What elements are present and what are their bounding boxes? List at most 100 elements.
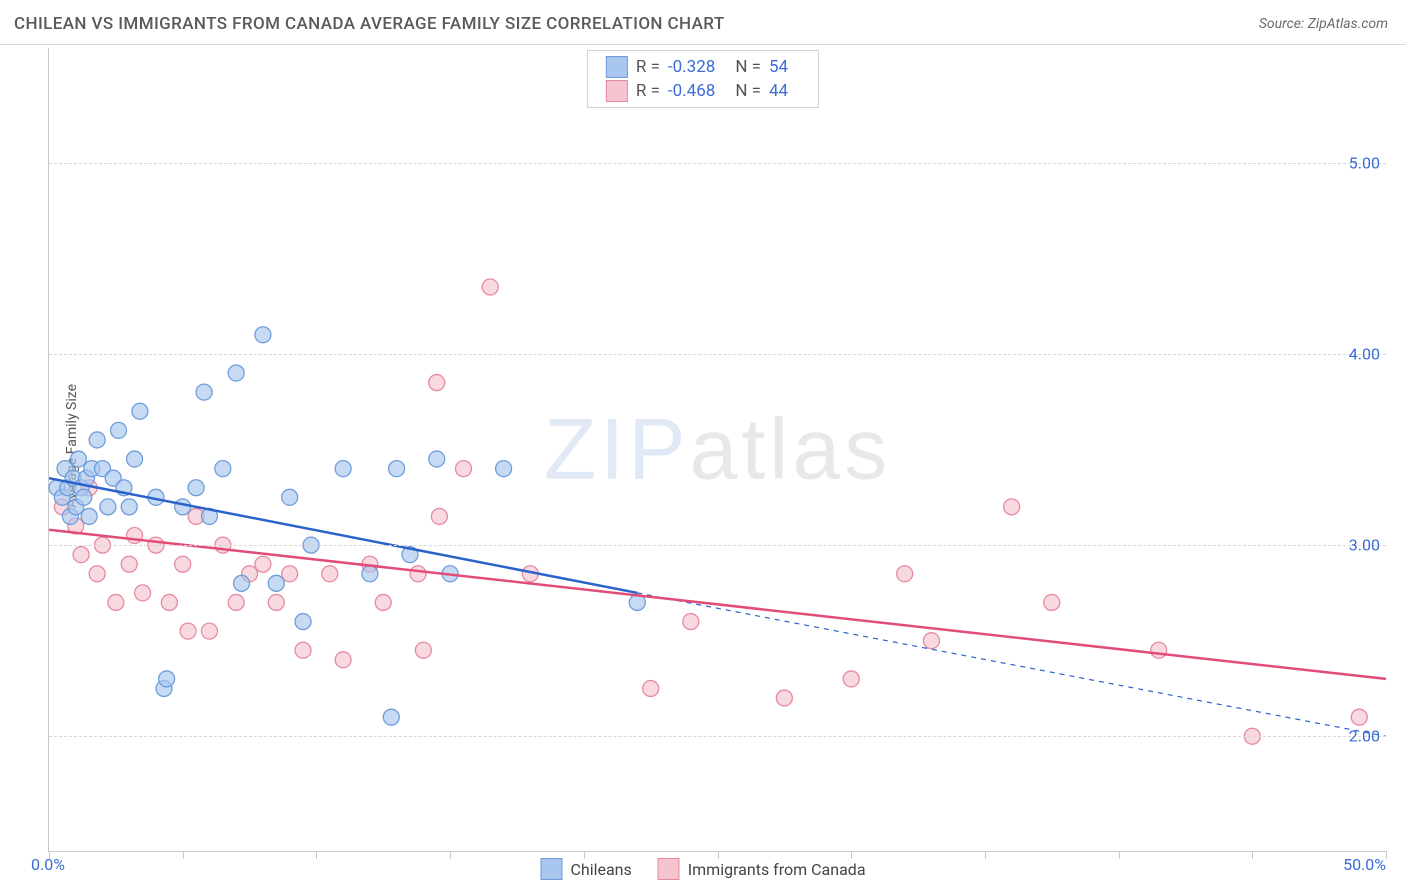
scatter-point <box>1151 642 1167 658</box>
scatter-point <box>175 556 191 572</box>
scatter-point <box>1044 594 1060 610</box>
scatter-point <box>76 489 92 505</box>
r-value-b: -0.468 <box>668 81 715 101</box>
r-label-a: R = <box>636 57 660 77</box>
xtick-label-right: 50.0% <box>1343 855 1386 874</box>
legend-correlation: R = -0.328 N = 54 R = -0.468 N = 44 <box>587 50 819 108</box>
scatter-point <box>482 279 498 295</box>
legend-series: Chileans Immigrants from Canada <box>540 858 865 880</box>
scatter-point <box>132 403 148 419</box>
scatter-point <box>923 633 939 649</box>
scatter-point <box>196 384 212 400</box>
scatter-point <box>282 566 298 582</box>
scatter-point <box>335 652 351 668</box>
swatch-a-bottom <box>540 858 562 880</box>
xtick <box>450 851 451 859</box>
scatter-point <box>135 585 151 601</box>
chart-svg <box>49 48 1386 851</box>
scatter-point <box>295 642 311 658</box>
gridline <box>49 163 1386 164</box>
scatter-point <box>429 451 445 467</box>
scatter-point <box>73 547 89 563</box>
scatter-point <box>415 642 431 658</box>
ytick-label: 3.00 <box>1349 536 1380 555</box>
trend-line-a-dash <box>637 593 1386 736</box>
scatter-point <box>121 499 137 515</box>
scatter-point <box>255 327 271 343</box>
scatter-point <box>295 614 311 630</box>
xtick <box>183 851 184 859</box>
scatter-point <box>89 566 105 582</box>
r-value-a: -0.328 <box>668 57 715 77</box>
scatter-point <box>897 566 913 582</box>
scatter-point <box>201 623 217 639</box>
xtick <box>985 851 986 859</box>
swatch-b-bottom <box>658 858 680 880</box>
scatter-point <box>127 451 143 467</box>
chart-title: CHILEAN VS IMMIGRANTS FROM CANADA AVERAG… <box>14 14 725 34</box>
scatter-point <box>431 508 447 524</box>
scatter-point <box>180 623 196 639</box>
swatch-b <box>606 80 628 102</box>
scatter-point <box>89 432 105 448</box>
xtick <box>316 851 317 859</box>
scatter-point <box>175 499 191 515</box>
n-value-a: 54 <box>769 57 788 77</box>
swatch-a <box>606 56 628 78</box>
scatter-point <box>234 575 250 591</box>
legend-row-b: R = -0.468 N = 44 <box>606 79 800 103</box>
scatter-point <box>268 575 284 591</box>
ytick-label: 5.00 <box>1349 153 1380 172</box>
scatter-point <box>81 508 97 524</box>
scatter-point <box>776 690 792 706</box>
scatter-point <box>228 365 244 381</box>
scatter-point <box>228 594 244 610</box>
trend-line-b <box>49 530 1386 679</box>
scatter-point <box>255 556 271 572</box>
xtick <box>1119 851 1120 859</box>
scatter-point <box>455 461 471 477</box>
plot-area: ZIPatlas 2.003.004.005.00 <box>48 48 1386 852</box>
scatter-point <box>111 422 127 438</box>
scatter-point <box>375 594 391 610</box>
scatter-point <box>188 480 204 496</box>
ytick-label: 2.00 <box>1349 727 1380 746</box>
scatter-point <box>322 566 338 582</box>
gridline <box>49 736 1386 737</box>
scatter-point <box>108 594 124 610</box>
scatter-point <box>429 375 445 391</box>
scatter-point <box>410 566 426 582</box>
scatter-point <box>282 489 298 505</box>
n-label-a: N = <box>735 57 761 77</box>
scatter-point <box>100 499 116 515</box>
scatter-point <box>389 461 405 477</box>
scatter-point <box>843 671 859 687</box>
scatter-point <box>643 680 659 696</box>
scatter-point <box>362 566 378 582</box>
chart-header: CHILEAN VS IMMIGRANTS FROM CANADA AVERAG… <box>0 0 1406 45</box>
scatter-point <box>1351 709 1367 725</box>
scatter-point <box>161 594 177 610</box>
xtick <box>1386 851 1387 859</box>
scatter-point <box>268 594 284 610</box>
gridline <box>49 545 1386 546</box>
legend-row-a: R = -0.328 N = 54 <box>606 55 800 79</box>
scatter-point <box>683 614 699 630</box>
scatter-point <box>496 461 512 477</box>
legend-label-b: Immigrants from Canada <box>688 860 866 879</box>
scatter-point <box>215 461 231 477</box>
n-label-b: N = <box>735 81 761 101</box>
r-label-b: R = <box>636 81 660 101</box>
xtick-label-left: 0.0% <box>31 855 65 874</box>
scatter-point <box>383 709 399 725</box>
scatter-point <box>70 451 86 467</box>
scatter-point <box>159 671 175 687</box>
legend-label-a: Chileans <box>570 860 631 879</box>
legend-item-a: Chileans <box>540 858 631 880</box>
chart-source: Source: ZipAtlas.com <box>1259 16 1388 32</box>
xtick <box>1252 851 1253 859</box>
scatter-point <box>1004 499 1020 515</box>
gridline <box>49 354 1386 355</box>
scatter-point <box>335 461 351 477</box>
legend-item-b: Immigrants from Canada <box>658 858 866 880</box>
